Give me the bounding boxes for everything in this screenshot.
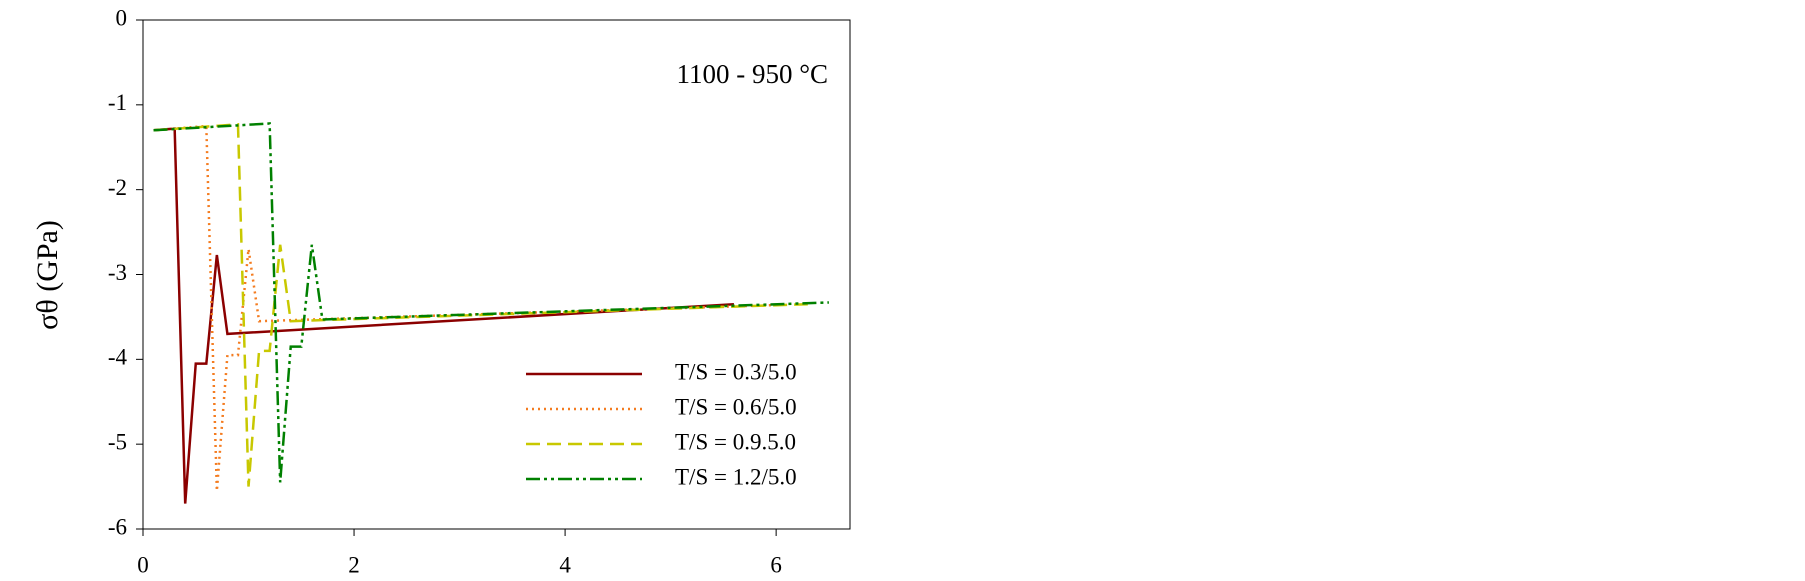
legend-label: T/S = 0.9.5.0 [675, 429, 796, 454]
legend-label: T/S = 0.3/5.0 [675, 359, 797, 384]
annotation: 1100 - 950 °C [676, 59, 828, 89]
legend-label: T/S = 1.2/5.0 [675, 464, 797, 489]
x-tick-label: 2 [348, 552, 360, 577]
y-tick-label: -1 [108, 90, 127, 115]
x-tick-label: 0 [137, 552, 149, 577]
series-line [153, 127, 734, 504]
x-tick-label: 6 [770, 552, 782, 577]
y-tick-label: 0 [116, 5, 128, 30]
y-tick-label: -6 [108, 514, 127, 539]
series-line [153, 124, 777, 491]
legend-label: T/S = 0.6/5.0 [675, 394, 797, 419]
y-tick-label: -3 [108, 260, 127, 285]
x-tick-label: 4 [559, 552, 571, 577]
series-line [153, 122, 829, 483]
series-line [153, 123, 808, 487]
y-axis-label: σθ (GPa) [31, 220, 64, 330]
y-tick-label: -5 [108, 429, 127, 454]
y-tick-label: -2 [108, 175, 127, 200]
y-tick-label: -4 [108, 345, 128, 370]
